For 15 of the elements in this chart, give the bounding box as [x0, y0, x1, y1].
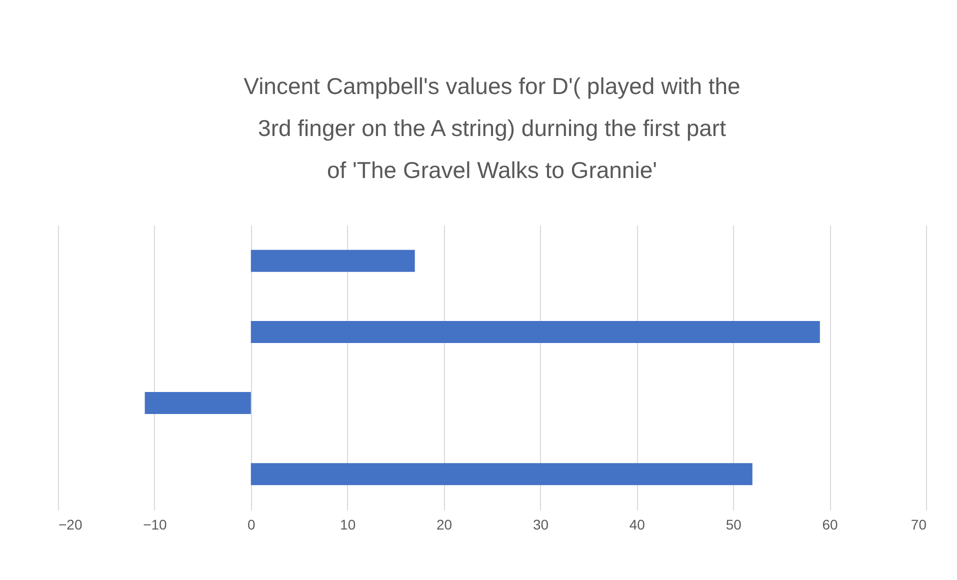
bar	[250, 250, 415, 272]
bar	[144, 392, 251, 414]
x-tick-label: 60	[822, 516, 838, 532]
chart-title: Vincent Campbell's values for D'( played with the 3rd finger on the A string) durning the first part of 'The Gravel Walks to Grannie'	[244, 73, 740, 183]
x-tick-label: 50	[726, 516, 742, 532]
bar	[250, 320, 820, 343]
x-tick-label: 0	[247, 516, 256, 532]
x-tick-label: 20	[436, 516, 452, 532]
x-tick-label: 10	[340, 516, 356, 532]
x-tick-label: 40	[629, 516, 646, 532]
bar	[250, 463, 752, 486]
x-tick-label: 70	[910, 516, 927, 532]
x-tick-label: −10	[143, 516, 168, 532]
x-tick-label: 30	[532, 516, 549, 532]
x-tick-label: −20	[58, 516, 82, 532]
